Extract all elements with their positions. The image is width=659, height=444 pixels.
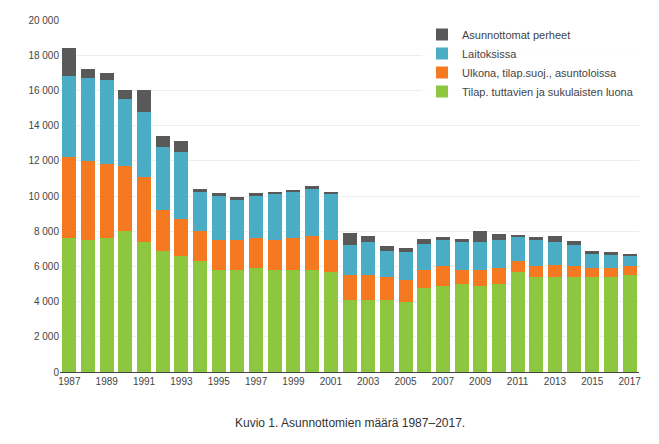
svg-text:2015: 2015 bbox=[581, 376, 604, 387]
svg-text:8 000: 8 000 bbox=[34, 226, 59, 237]
svg-text:2 000: 2 000 bbox=[34, 331, 59, 342]
svg-text:20 000: 20 000 bbox=[28, 15, 59, 26]
svg-text:18 000: 18 000 bbox=[28, 50, 59, 61]
svg-text:Kuvio 1. Asunnottomien määrä 1: Kuvio 1. Asunnottomien määrä 1987–2017. bbox=[235, 416, 465, 430]
svg-text:14 000: 14 000 bbox=[28, 120, 59, 131]
svg-text:2011: 2011 bbox=[507, 376, 529, 387]
svg-text:10 000: 10 000 bbox=[28, 191, 59, 202]
svg-text:1997: 1997 bbox=[245, 376, 268, 387]
svg-text:Laitoksissa: Laitoksissa bbox=[462, 48, 517, 60]
svg-text:0: 0 bbox=[53, 367, 59, 378]
svg-text:2001: 2001 bbox=[320, 376, 343, 387]
svg-text:6 000: 6 000 bbox=[34, 261, 59, 272]
svg-text:2007: 2007 bbox=[432, 376, 455, 387]
svg-text:16 000: 16 000 bbox=[28, 85, 59, 96]
svg-text:1991: 1991 bbox=[133, 376, 156, 387]
svg-text:4 000: 4 000 bbox=[34, 296, 59, 307]
svg-text:2013: 2013 bbox=[544, 376, 567, 387]
svg-text:2003: 2003 bbox=[357, 376, 380, 387]
svg-text:1989: 1989 bbox=[96, 376, 119, 387]
svg-text:2017: 2017 bbox=[619, 376, 642, 387]
svg-text:Tilap. tuttavien ja sukulaiste: Tilap. tuttavien ja sukulaisten luona bbox=[462, 86, 634, 98]
svg-text:Asunnottomat perheet: Asunnottomat perheet bbox=[462, 29, 570, 41]
svg-text:Ulkona, tilap.suoj., asuntoloi: Ulkona, tilap.suoj., asuntoloissa bbox=[462, 67, 617, 79]
svg-text:1995: 1995 bbox=[208, 376, 231, 387]
svg-text:1999: 1999 bbox=[282, 376, 305, 387]
svg-text:2009: 2009 bbox=[469, 376, 492, 387]
svg-text:1987: 1987 bbox=[58, 376, 81, 387]
svg-text:1993: 1993 bbox=[170, 376, 193, 387]
svg-text:12 000: 12 000 bbox=[28, 155, 59, 166]
svg-text:2005: 2005 bbox=[394, 376, 417, 387]
